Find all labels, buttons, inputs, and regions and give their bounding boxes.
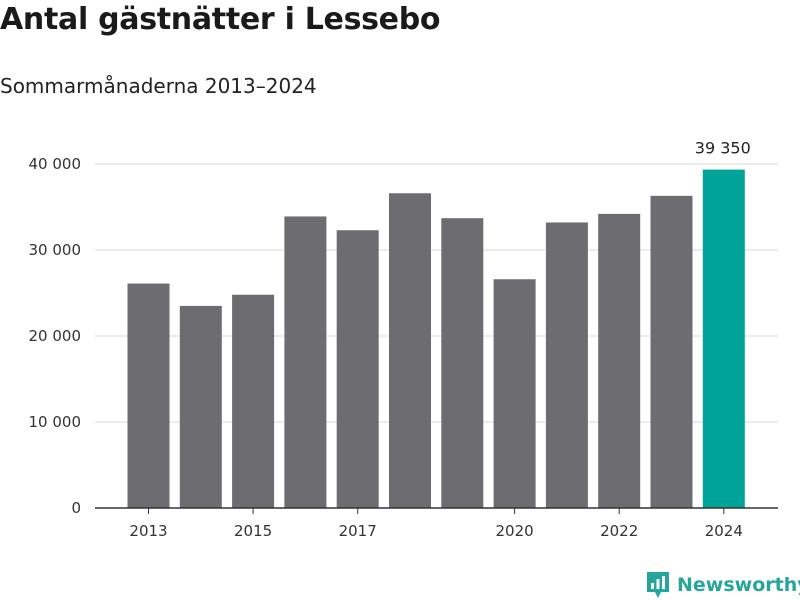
y-tick-label: 10 000 <box>29 413 82 431</box>
bar <box>493 279 536 508</box>
bar <box>336 230 379 508</box>
bar <box>598 213 641 508</box>
bar <box>650 195 693 508</box>
x-tick-label: 2020 <box>496 522 534 540</box>
bar <box>284 216 327 508</box>
bar <box>389 193 431 509</box>
newsworthy-logo-icon <box>647 572 669 598</box>
x-tick-label: 2013 <box>129 522 167 540</box>
data-label: 39 350 <box>695 139 751 158</box>
bar <box>441 218 484 508</box>
y-tick-label: 30 000 <box>29 241 82 259</box>
x-tick-label: 2022 <box>600 522 638 540</box>
x-tick-label: 2017 <box>339 522 377 540</box>
bar-highlight <box>702 169 745 508</box>
x-tick-label: 2024 <box>705 522 743 540</box>
y-tick-label: 0 <box>71 499 81 517</box>
brand-name: Newsworthy <box>677 574 800 596</box>
bar <box>127 283 170 508</box>
bar <box>545 222 588 509</box>
x-tick-label: 2015 <box>234 522 272 540</box>
brand-logo: Newsworthy <box>645 570 800 600</box>
y-tick-label: 40 000 <box>29 155 82 173</box>
bar <box>232 294 275 508</box>
chart-subtitle: Sommarmånaderna 2013–2024 <box>0 74 317 98</box>
chart-title: Antal gästnätter i Lessebo <box>0 2 441 37</box>
bar <box>179 305 222 508</box>
y-tick-label: 20 000 <box>29 327 82 345</box>
